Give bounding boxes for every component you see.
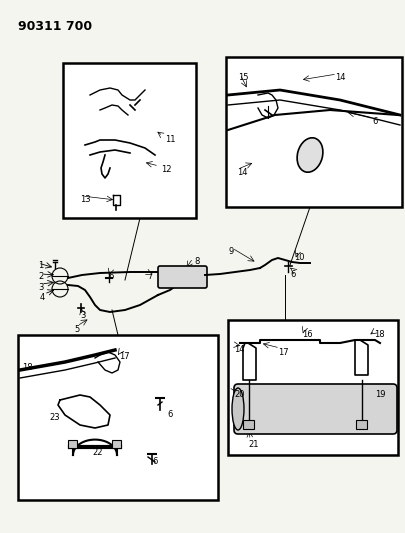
FancyBboxPatch shape: [158, 266, 207, 288]
Text: 8: 8: [194, 257, 199, 266]
Text: 1: 1: [38, 261, 43, 270]
Text: 10: 10: [293, 253, 304, 262]
Text: 20: 20: [233, 390, 244, 399]
Text: 14: 14: [237, 168, 247, 177]
FancyBboxPatch shape: [356, 419, 367, 429]
Text: 14: 14: [233, 345, 244, 354]
Text: 6: 6: [371, 117, 376, 126]
Text: 6: 6: [151, 457, 157, 466]
Text: 19: 19: [374, 390, 385, 399]
Text: 7: 7: [147, 272, 152, 281]
Text: 3: 3: [80, 311, 85, 320]
FancyBboxPatch shape: [233, 384, 396, 434]
Text: 15: 15: [237, 73, 248, 82]
Text: 21: 21: [247, 440, 258, 449]
Text: 16: 16: [301, 330, 312, 339]
Text: 4: 4: [40, 293, 45, 302]
Text: 17: 17: [277, 348, 288, 357]
FancyBboxPatch shape: [68, 440, 77, 448]
Text: 18: 18: [373, 330, 384, 339]
Text: 9: 9: [228, 247, 234, 256]
Text: 23: 23: [49, 413, 60, 422]
Text: 6: 6: [108, 272, 113, 281]
Text: 6: 6: [166, 410, 172, 419]
Text: 5: 5: [74, 325, 79, 334]
Text: 90311 700: 90311 700: [18, 20, 92, 33]
Text: 11: 11: [164, 135, 175, 144]
Bar: [63, 63, 196, 218]
Text: 12: 12: [161, 165, 171, 174]
FancyBboxPatch shape: [243, 419, 254, 429]
Bar: [226, 57, 401, 207]
Text: 6: 6: [289, 270, 295, 279]
Text: 22: 22: [92, 448, 102, 457]
Text: 3: 3: [38, 283, 43, 292]
FancyBboxPatch shape: [112, 440, 121, 448]
Text: 13: 13: [80, 195, 90, 204]
Bar: [228, 320, 397, 455]
Text: 2: 2: [38, 272, 43, 281]
Text: 18: 18: [22, 363, 32, 372]
Bar: [18, 335, 217, 500]
Text: 14: 14: [334, 73, 345, 82]
Ellipse shape: [296, 138, 322, 172]
Text: 17: 17: [119, 352, 129, 361]
Ellipse shape: [231, 388, 243, 430]
